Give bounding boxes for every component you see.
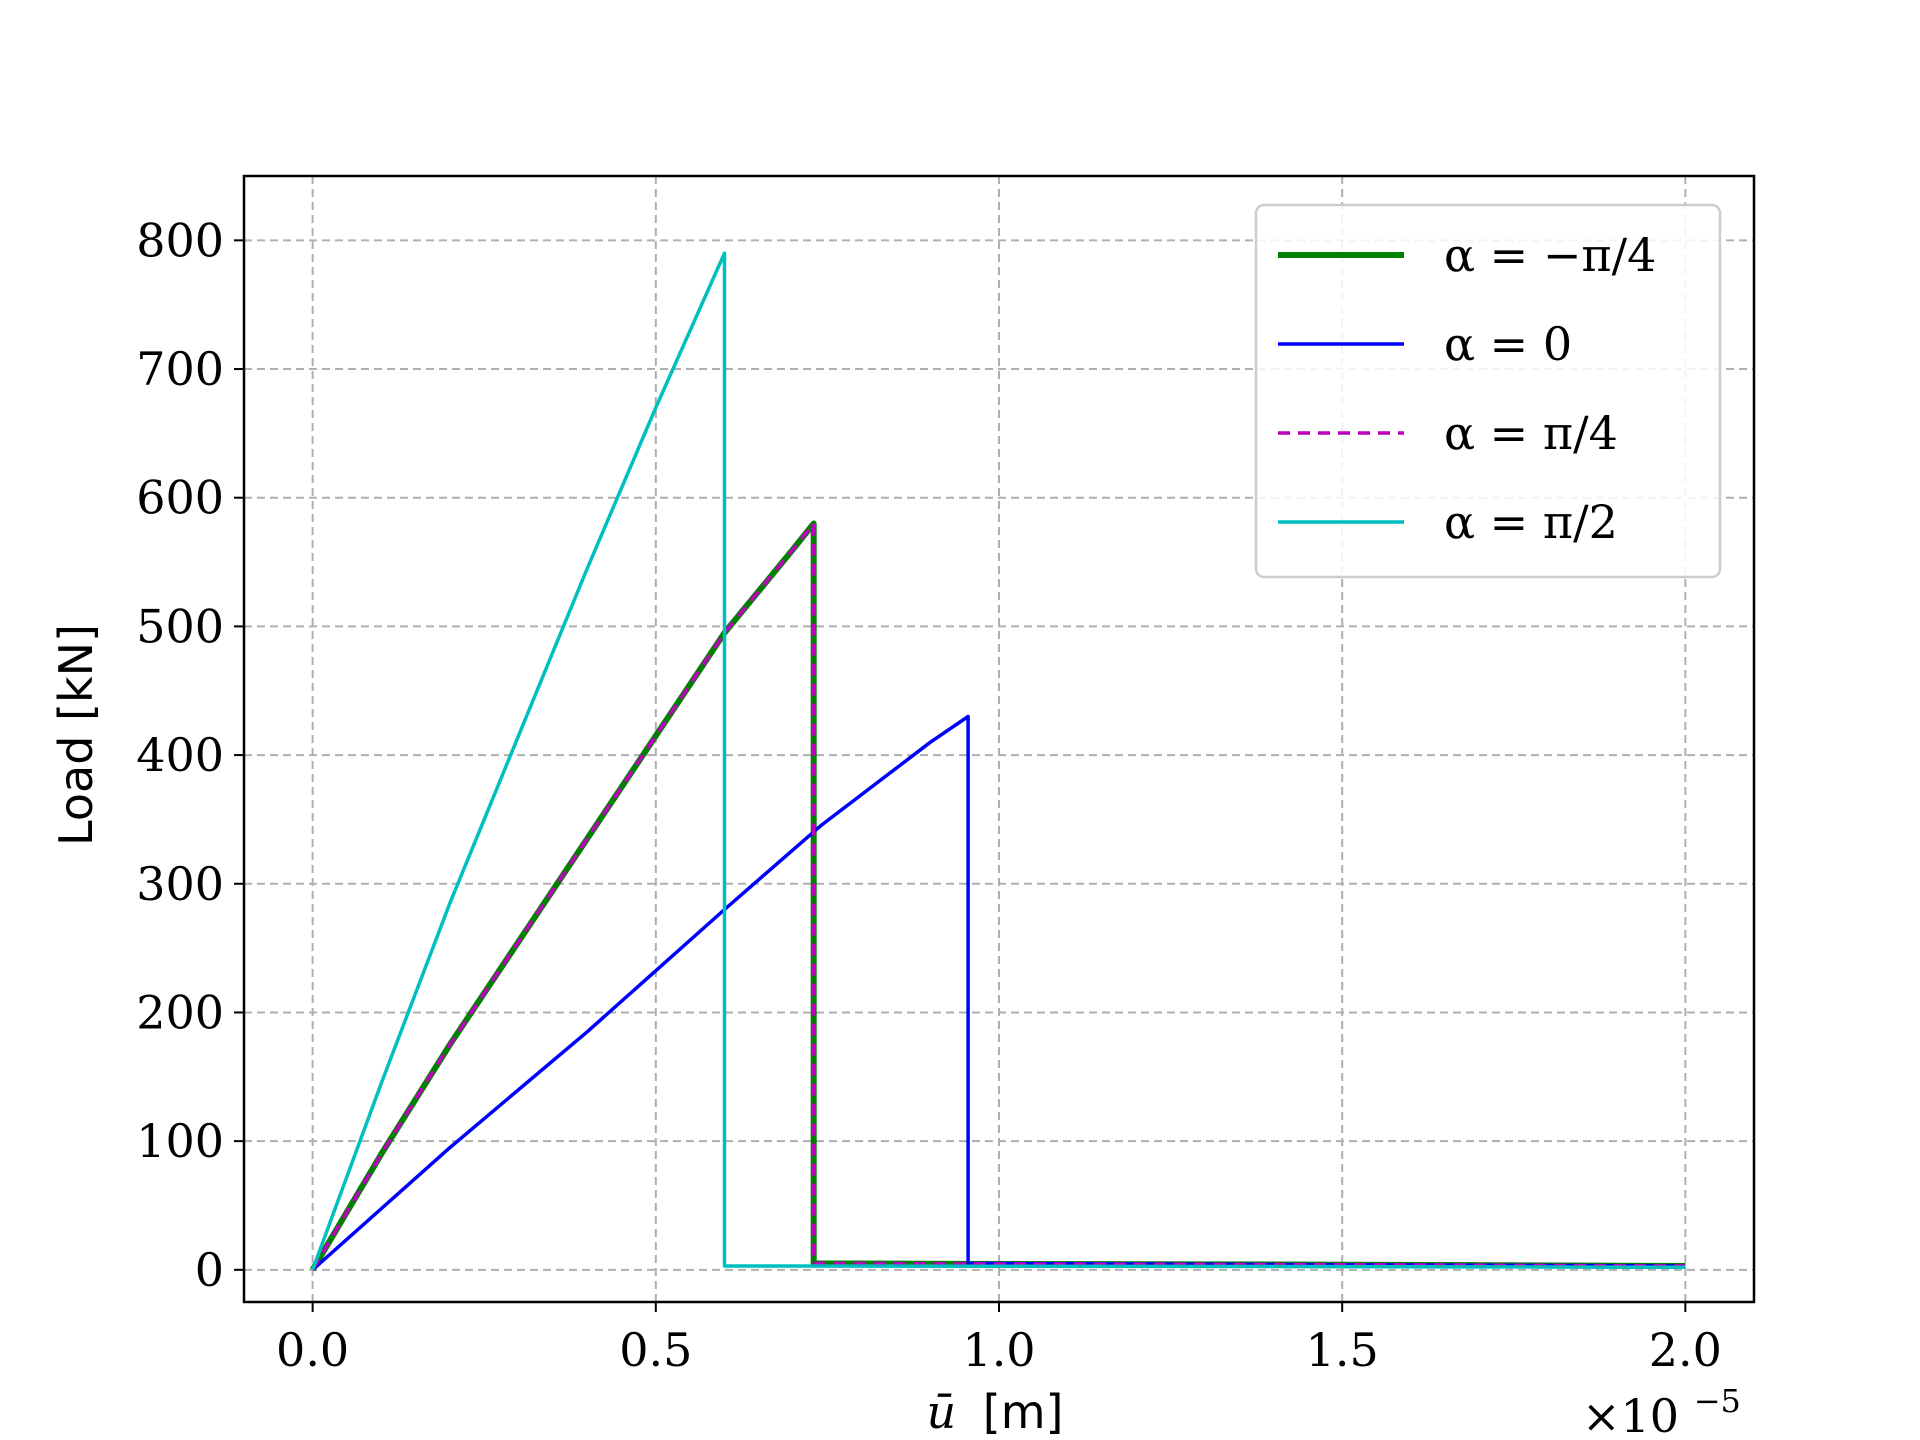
legend-label: α = −π/4 bbox=[1444, 228, 1656, 282]
y-tick-label: 800 bbox=[136, 213, 224, 267]
y-tick-label: 100 bbox=[136, 1114, 224, 1168]
series-line-2 bbox=[311, 521, 1686, 1271]
legend: α = −π/4 α = 0 α = π/4 α = π/2 bbox=[1254, 203, 1722, 579]
legend-label: α = π/4 bbox=[1444, 406, 1618, 460]
x-tick-label: 1.5 bbox=[1306, 1323, 1379, 1377]
legend-label: α = π/2 bbox=[1444, 495, 1618, 549]
legend-label: α = 0 bbox=[1444, 317, 1572, 371]
y-tick-label: 0 bbox=[195, 1243, 224, 1297]
y-tick-label: 600 bbox=[136, 471, 224, 525]
x-axis-multiplier: ×10 −5 bbox=[1582, 1382, 1741, 1440]
axis-ticks: 0.0 0.5 1.0 1.5 2.0 0 100 200 300 400 500 600 700 800 bbox=[136, 213, 1722, 1377]
y-tick-label: 500 bbox=[136, 599, 224, 653]
y-axis-label: Load [kN] bbox=[49, 624, 103, 846]
x-tick-label: 2.0 bbox=[1649, 1323, 1722, 1377]
x-axis-multiplier-exponent: −5 bbox=[1694, 1382, 1741, 1420]
x-tick-label: 1.0 bbox=[962, 1323, 1035, 1377]
y-tick-label: 200 bbox=[136, 985, 224, 1039]
x-axis-label: ū [m] bbox=[927, 1385, 1064, 1439]
x-axis-label-symbol: ū bbox=[927, 1385, 957, 1439]
x-axis-label-unit: [m] bbox=[983, 1385, 1064, 1439]
y-tick-label: 700 bbox=[136, 342, 224, 396]
legend-box bbox=[1254, 203, 1722, 579]
x-tick-label: 0.0 bbox=[276, 1323, 349, 1377]
y-tick-label: 300 bbox=[136, 857, 224, 911]
series-line-3 bbox=[310, 251, 1686, 1271]
x-axis-multiplier-base: ×10 bbox=[1582, 1389, 1679, 1440]
y-tick-label: 400 bbox=[136, 728, 224, 782]
grid bbox=[244, 176, 1754, 1302]
x-tick-label: 0.5 bbox=[619, 1323, 692, 1377]
data-series bbox=[310, 251, 1686, 1272]
